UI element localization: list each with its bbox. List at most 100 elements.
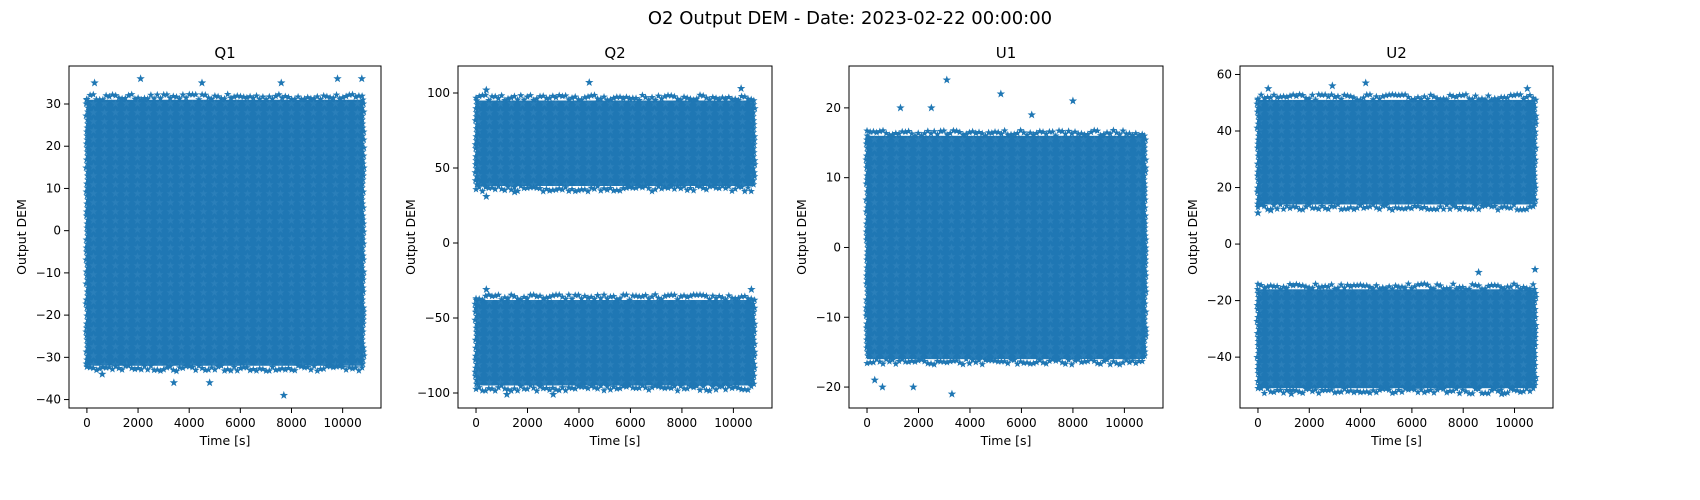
scatter-point [558, 293, 567, 301]
scatter-point [131, 365, 139, 373]
scatter-point [536, 184, 544, 192]
scatter-point [82, 207, 91, 215]
scatter-point [709, 292, 717, 300]
scatter-point [1142, 327, 1150, 335]
scatter-point [734, 294, 743, 302]
scatter-point [680, 182, 688, 190]
scatter-point [472, 156, 480, 164]
scatter-point [721, 385, 730, 393]
scatter-point [249, 94, 258, 102]
scatter-point [577, 294, 586, 302]
scatter-point [1468, 204, 1477, 212]
scatter-point [265, 366, 274, 374]
scatter-point [1087, 128, 1095, 136]
scatter-point [1103, 356, 1111, 364]
scatter-point [1055, 355, 1063, 363]
scatter-point [651, 185, 659, 193]
x-tick-label: 2000 [123, 416, 154, 430]
scatter-outlier [502, 390, 512, 399]
scatter-point [355, 91, 363, 100]
scatter-point [1016, 126, 1025, 134]
scatter-point [1530, 168, 1538, 176]
scatter-point [472, 124, 481, 132]
scatter-point [965, 128, 974, 136]
scatter-point [358, 263, 366, 271]
scatter-point [83, 203, 92, 211]
scatter-point [702, 93, 711, 102]
scatter-point [179, 364, 187, 372]
scatter-point [545, 186, 554, 194]
scatter-point [303, 363, 312, 371]
scatter-point [1254, 196, 1262, 204]
scatter-point [680, 291, 688, 299]
scatter-point [1363, 90, 1371, 98]
scatter-point [1260, 94, 1269, 102]
scatter-point [359, 355, 367, 363]
scatter-point [1026, 128, 1034, 137]
scatter-point [471, 116, 480, 124]
scatter-point [1433, 385, 1441, 393]
scatter-point [1484, 282, 1493, 290]
scatter-point [1000, 126, 1009, 134]
scatter-point [83, 339, 91, 347]
scatter-point [1516, 388, 1525, 396]
scatter-point [946, 357, 954, 365]
scatter-point [278, 94, 286, 102]
scatter-point [1142, 323, 1150, 331]
scatter-point [1080, 357, 1089, 365]
scatter-point [359, 123, 367, 131]
scatter-point [635, 384, 643, 392]
scatter-point [869, 127, 878, 135]
scatter-point [1427, 283, 1435, 292]
scatter-outlier [482, 192, 491, 201]
scatter-point [1109, 357, 1118, 365]
scatter-point [731, 294, 739, 302]
scatter-point [863, 231, 871, 239]
scatter-point [863, 163, 871, 171]
scatter-point [689, 290, 698, 298]
scatter-point [284, 93, 293, 101]
scatter-point [654, 92, 663, 100]
scatter-point [721, 94, 730, 102]
scatter-point [359, 167, 368, 175]
scatter-point [351, 93, 360, 101]
scatter-point [549, 186, 557, 194]
scatter-point [1532, 321, 1540, 329]
scatter-point [358, 191, 366, 199]
scatter-point [182, 362, 190, 370]
scatter-point [1372, 92, 1381, 100]
scatter-point [862, 323, 871, 331]
scatter-point [83, 183, 91, 191]
scatter-outlier [90, 78, 99, 87]
scatter-point [725, 93, 733, 101]
scatter-point [1315, 389, 1323, 397]
scatter-point [686, 292, 695, 300]
scatter-point [118, 94, 126, 102]
scatter-point [478, 187, 487, 195]
scatter-point [513, 95, 522, 103]
scatter-point [533, 292, 541, 300]
scatter-point [587, 293, 595, 301]
scatter-point [163, 363, 171, 371]
scatter-point [335, 94, 344, 102]
scatter-point [359, 255, 368, 263]
scatter-point [635, 182, 643, 190]
scatter-point [262, 95, 270, 103]
scatter-point [638, 381, 647, 389]
scatter-point [629, 94, 637, 102]
scatter-outlier [747, 285, 756, 294]
scatter-point [1052, 131, 1060, 139]
scatter-point [994, 357, 1002, 365]
scatter-point [751, 104, 759, 112]
scatter-point [549, 384, 557, 392]
scatter-point [1260, 389, 1269, 397]
y-tick-label: 40 [1217, 124, 1232, 138]
scatter-point [92, 366, 101, 374]
scatter-point [1532, 120, 1540, 128]
scatter-point [82, 111, 90, 119]
scatter-point [1125, 358, 1134, 366]
scatter-point [715, 292, 723, 300]
scatter-point [1263, 282, 1272, 290]
scatter-point [651, 290, 659, 298]
scatter-point [683, 384, 691, 392]
